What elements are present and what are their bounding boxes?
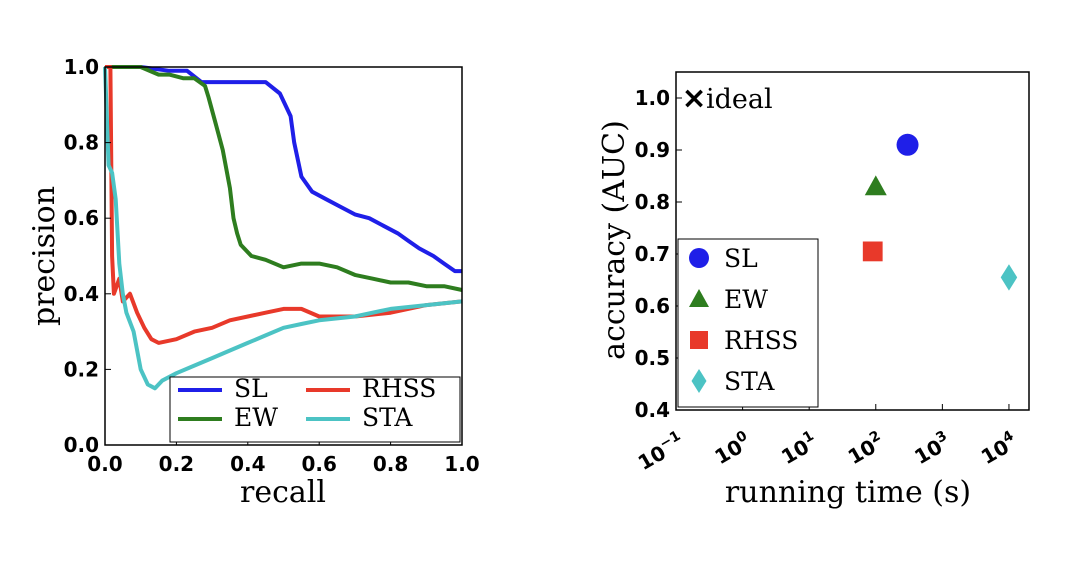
pr-legend-label-sta: STA <box>362 403 413 432</box>
ideal-marker: × <box>681 81 706 116</box>
pr-y-tick-label: 0.0 <box>64 433 99 457</box>
pr-series-line-sl <box>105 67 462 271</box>
acc-legend: SL EW RHSS STA <box>678 239 818 407</box>
acc-point-sta <box>1001 264 1018 290</box>
acc-x-axis-label: running time (s) <box>725 475 971 510</box>
acc-x-tick-label: 103 <box>909 428 955 469</box>
acc-y-tick-label: 0.4 <box>635 398 670 422</box>
pr-x-tick-label: 0.2 <box>159 452 194 476</box>
acc-y-tick-label: 0.7 <box>635 242 670 266</box>
acc-x-tick-label: 101 <box>776 428 822 469</box>
acc-legend-marker-sl <box>689 248 709 268</box>
pr-x-tick-label: 0.8 <box>373 452 408 476</box>
acc-legend-marker-rhss <box>690 331 708 349</box>
acc-point-rhss <box>863 242 883 262</box>
acc-y-tick-label: 0.8 <box>635 190 670 214</box>
pr-x-tick-label: 0.6 <box>301 452 336 476</box>
pr-x-tick-label: 1.0 <box>444 452 479 476</box>
acc-legend-label-rhss: RHSS <box>724 326 798 355</box>
acc-point-sl <box>897 134 919 156</box>
pr-series-group <box>105 67 462 388</box>
pr-y-tick-label: 0.2 <box>64 357 99 381</box>
pr-y-tick-label: 1.0 <box>64 55 99 79</box>
acc-x-tick-label: 10−1 <box>633 428 689 475</box>
acc-y-ticks: 0.4 0.5 0.6 0.7 0.8 0.9 1.0 <box>635 86 682 422</box>
pr-legend-label-ew: EW <box>234 403 278 432</box>
ideal-label: ideal <box>706 84 773 115</box>
pr-y-tick-label: 0.8 <box>64 131 99 155</box>
acc-points-group <box>863 134 1017 291</box>
pr-legend-label-sl: SL <box>234 374 268 403</box>
acc-x-tick-label: 104 <box>976 428 1022 469</box>
acc-y-tick-label: 0.9 <box>635 138 670 162</box>
pr-x-tick-label: 0.4 <box>230 452 265 476</box>
acc-y-tick-label: 1.0 <box>635 86 670 110</box>
acc-y-tick-label: 0.6 <box>635 294 670 318</box>
acc-x-ticks: 10−1 100 101 102 103 104 <box>633 404 1022 475</box>
pr-y-axis-label: precision <box>27 186 62 326</box>
pr-y-ticks: 0.0 0.2 0.4 0.6 0.8 1.0 <box>64 55 111 457</box>
pr-series-line-sta <box>105 67 462 388</box>
acc-legend-label-sl: SL <box>724 244 758 273</box>
pr-series-line-rhss <box>105 67 462 343</box>
acc-y-axis-label: accuracy (AUC) <box>597 120 632 360</box>
pr-y-tick-label: 0.6 <box>64 206 99 230</box>
acc-y-tick-label: 0.5 <box>635 346 670 370</box>
acc-point-ew <box>865 175 887 195</box>
pr-x-axis-label: recall <box>240 475 326 510</box>
accuracy-runtime-chart: 10−1 100 101 102 103 104 0.4 0.5 0.6 0.7 0.8 0.9 1.… <box>597 72 1029 510</box>
acc-legend-label-ew: EW <box>724 285 768 314</box>
acc-legend-label-sta: STA <box>724 367 775 396</box>
acc-x-tick-label: 102 <box>843 428 889 469</box>
ideal-annotation: × ideal <box>681 81 772 116</box>
pr-legend-label-rhss: RHSS <box>362 374 436 403</box>
pr-y-tick-label: 0.4 <box>64 282 99 306</box>
precision-recall-chart: 0.0 0.2 0.4 0.6 0.8 1.0 0.0 0.2 0.4 0.6 0.8 1.0 re… <box>27 55 480 510</box>
acc-x-tick-label: 100 <box>710 428 756 469</box>
